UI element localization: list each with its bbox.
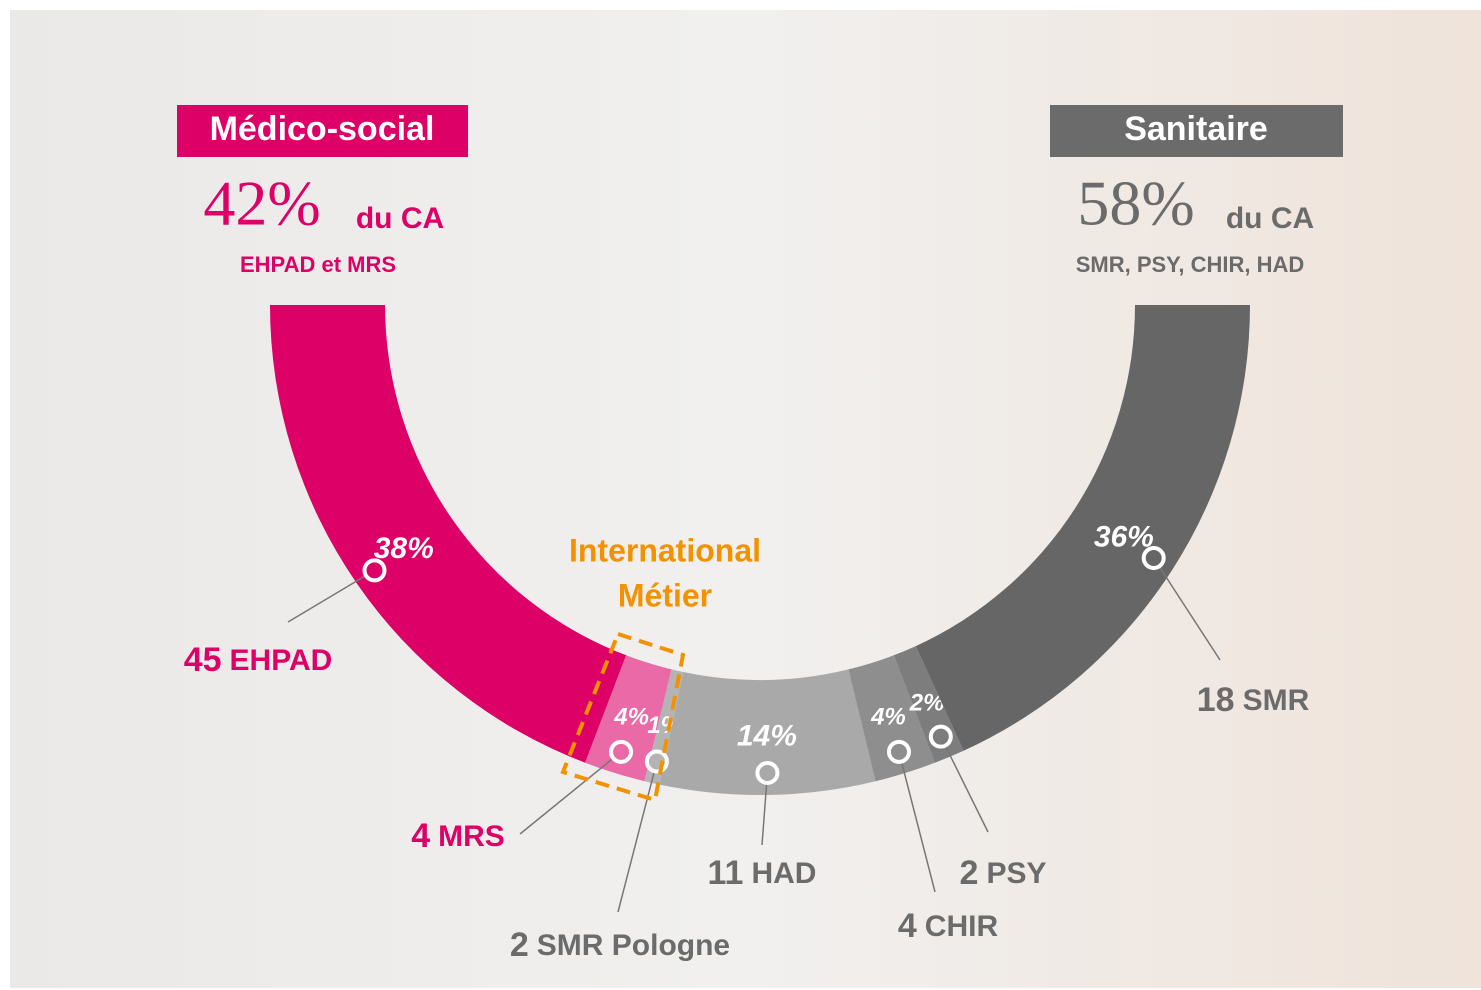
- annotation: International: [569, 532, 761, 568]
- group-box: [177, 105, 468, 157]
- category-label: 4 CHIR: [898, 907, 999, 945]
- leader-line: [519, 751, 622, 835]
- value-label: 36%: [1094, 521, 1154, 554]
- segment: [848, 655, 935, 782]
- marker: [1141, 546, 1166, 571]
- category: PSY: [986, 857, 1046, 890]
- marker: [755, 760, 780, 785]
- annotation: Métier: [618, 577, 712, 613]
- category: HAD: [751, 857, 816, 890]
- count: 4: [411, 817, 430, 855]
- value-label: 38%: [374, 532, 434, 565]
- marker: [886, 739, 911, 764]
- leader-line: [940, 736, 989, 833]
- group-box: [1050, 105, 1343, 157]
- value-label: 14%: [737, 719, 797, 752]
- category: SMR Pologne: [537, 929, 730, 962]
- leader-line: [898, 751, 936, 893]
- category: EHPAD: [230, 644, 333, 677]
- group-title: Sanitaire: [1124, 110, 1268, 148]
- group-detail: EHPAD et MRS: [240, 252, 396, 277]
- group-suffix: du CA: [356, 202, 444, 235]
- value-label: 4%: [613, 703, 649, 730]
- leader-line: [761, 772, 769, 846]
- category: CHIR: [925, 910, 999, 943]
- segment: [915, 305, 1250, 751]
- group-title: Médico-social: [210, 110, 435, 148]
- group-share: 42%: [203, 168, 320, 239]
- marker: [609, 739, 634, 764]
- value-label: 4%: [870, 703, 906, 730]
- highlight-box: [560, 631, 686, 803]
- category-label: 18 SMR: [1197, 681, 1310, 719]
- leader-line: [1153, 557, 1221, 661]
- count: 11: [708, 854, 744, 892]
- leader-line: [287, 569, 375, 623]
- category: SMR: [1243, 684, 1310, 717]
- category-label: 45 EHPAD: [184, 641, 333, 679]
- group-share: 58%: [1077, 168, 1194, 239]
- category-label: 2 PSY: [960, 854, 1047, 892]
- count: 45: [184, 641, 222, 679]
- marker: [362, 558, 387, 583]
- category: MRS: [438, 820, 505, 853]
- segment: [585, 655, 672, 782]
- category-label: 4 MRS: [411, 817, 505, 855]
- count: 2: [510, 926, 529, 964]
- count: 18: [1197, 681, 1235, 719]
- group-detail: SMR, PSY, CHIR, HAD: [1076, 252, 1305, 277]
- leader-line: [617, 761, 658, 913]
- count: 4: [898, 907, 917, 945]
- category-label: 11 HAD: [708, 854, 817, 892]
- segment: [270, 305, 627, 763]
- category-label: 2 SMR Pologne: [510, 926, 730, 964]
- marker: [928, 724, 953, 749]
- group-suffix: du CA: [1226, 202, 1314, 235]
- count: 2: [960, 854, 979, 892]
- background: [10, 10, 1481, 988]
- segment: [659, 669, 876, 795]
